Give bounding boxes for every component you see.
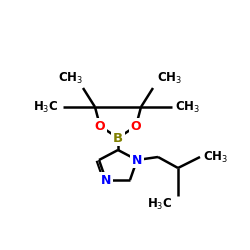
Text: O: O [131,120,141,132]
Text: N: N [132,154,142,166]
Text: H$_3$C: H$_3$C [146,196,172,212]
Text: CH$_3$: CH$_3$ [203,150,228,164]
Text: H$_3$C: H$_3$C [32,100,58,114]
Text: N: N [101,174,111,186]
Text: O: O [95,120,105,132]
Text: CH$_3$: CH$_3$ [58,70,83,86]
Text: CH$_3$: CH$_3$ [175,100,200,114]
Text: CH$_3$: CH$_3$ [157,70,182,86]
Text: B: B [113,132,123,144]
